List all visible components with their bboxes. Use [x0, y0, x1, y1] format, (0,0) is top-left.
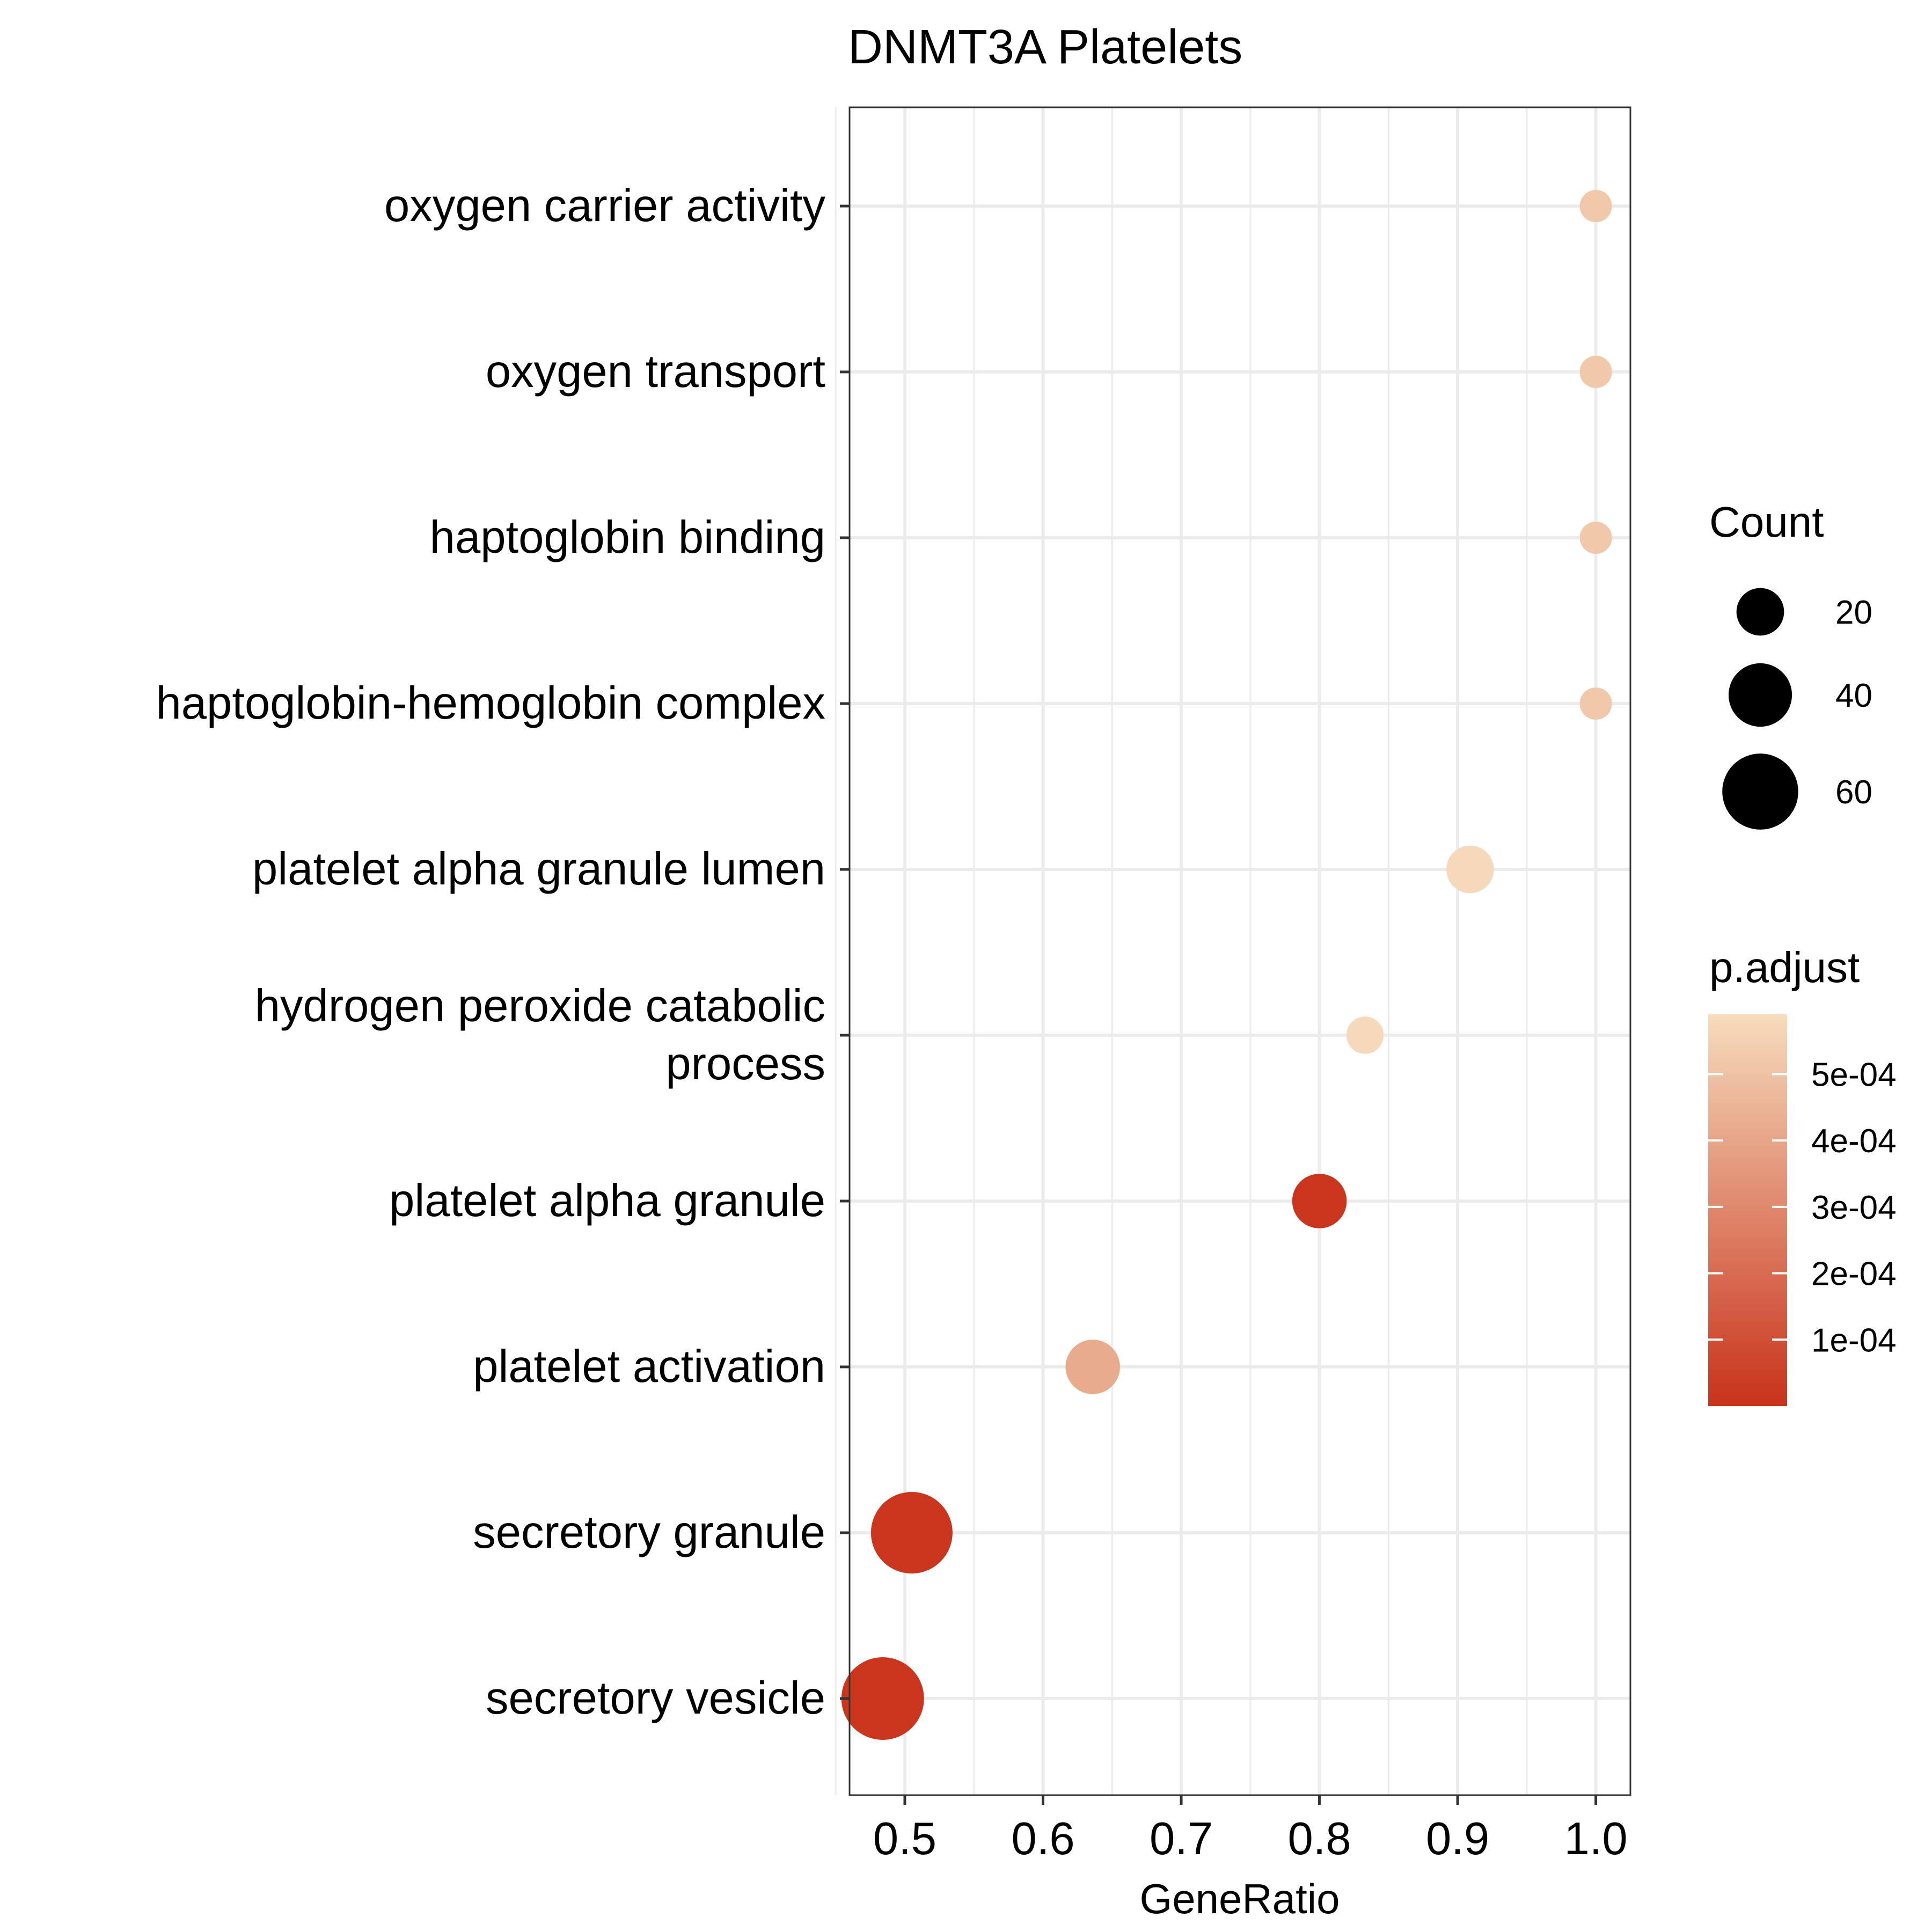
colorbar-tick-label: 5e-04: [1811, 1056, 1897, 1093]
data-point: [1579, 522, 1612, 554]
x-tick-label: 0.7: [1150, 1813, 1213, 1864]
data-point: [1346, 1016, 1384, 1054]
data-point: [1065, 1340, 1120, 1394]
y-tick-label: hydrogen peroxide catabolic: [255, 980, 825, 1031]
panel-background: [850, 107, 1630, 1795]
size-legend-label: 20: [1835, 594, 1872, 631]
panel-border: [848, 106, 1631, 1796]
data-point: [1446, 845, 1494, 894]
y-tick-label: platelet alpha granule: [389, 1175, 825, 1226]
y-tick-label: oxygen carrier activity: [384, 180, 825, 231]
data-points: [841, 190, 1612, 1740]
y-tick-label: secretory granule: [473, 1507, 825, 1558]
y-tick-label: secretory vesicle: [486, 1673, 825, 1724]
x-tick-label: 1.0: [1564, 1813, 1628, 1864]
gridlines: [835, 107, 1630, 1795]
y-axis: oxygen carrier activity oxygen transport h…: [156, 180, 850, 1724]
size-legend-label: 40: [1835, 677, 1872, 714]
x-tick-label: 0.9: [1426, 1813, 1489, 1864]
colorbar-tick-label: 3e-04: [1811, 1189, 1897, 1226]
y-tick-label: haptoglobin binding: [430, 512, 825, 563]
data-point: [1579, 356, 1612, 388]
count-size-legend: Count 20 40 60: [1709, 498, 1872, 830]
x-axis: 0.5 0.6 0.7 0.8 0.9 1.0: [873, 1795, 1628, 1864]
size-legend-key: [1736, 588, 1784, 636]
chart-title: DNMT3A Platelets: [848, 20, 1242, 74]
data-point: [841, 1657, 924, 1740]
data-point: [1579, 190, 1612, 222]
data-point: [1579, 687, 1612, 720]
x-axis-title: GeneRatio: [1140, 1875, 1340, 1922]
y-tick-label: platelet activation: [473, 1341, 825, 1392]
color-legend-title: p.adjust: [1709, 943, 1860, 991]
panel-frame: [848, 106, 1631, 1796]
size-legend-key: [1722, 753, 1798, 830]
y-tick-label: process: [665, 1038, 825, 1089]
size-legend-label: 60: [1835, 774, 1872, 811]
x-tick-label: 0.5: [873, 1813, 936, 1864]
y-tick-label: platelet alpha granule lumen: [252, 844, 825, 895]
size-legend-title: Count: [1709, 498, 1824, 546]
colorbar-tick-label: 1e-04: [1811, 1322, 1897, 1359]
size-legend-key: [1728, 663, 1792, 727]
colorbar: [1708, 1014, 1787, 1406]
data-point: [870, 1491, 953, 1574]
p-adjust-color-legend: p.adjust 1e-04 2e-04 3e-04 4e-04 5e-04: [1708, 943, 1897, 1406]
y-tick-label: oxygen transport: [486, 346, 825, 397]
colorbar-tick-label: 4e-04: [1811, 1123, 1897, 1160]
y-tick-label: haptoglobin-hemoglobin complex: [156, 678, 825, 729]
plot-panel: [850, 107, 1630, 1795]
x-tick-label: 0.6: [1011, 1813, 1074, 1864]
data-point: [1292, 1174, 1347, 1228]
x-tick-label: 0.8: [1287, 1813, 1351, 1864]
colorbar-tick-label: 2e-04: [1811, 1256, 1897, 1293]
